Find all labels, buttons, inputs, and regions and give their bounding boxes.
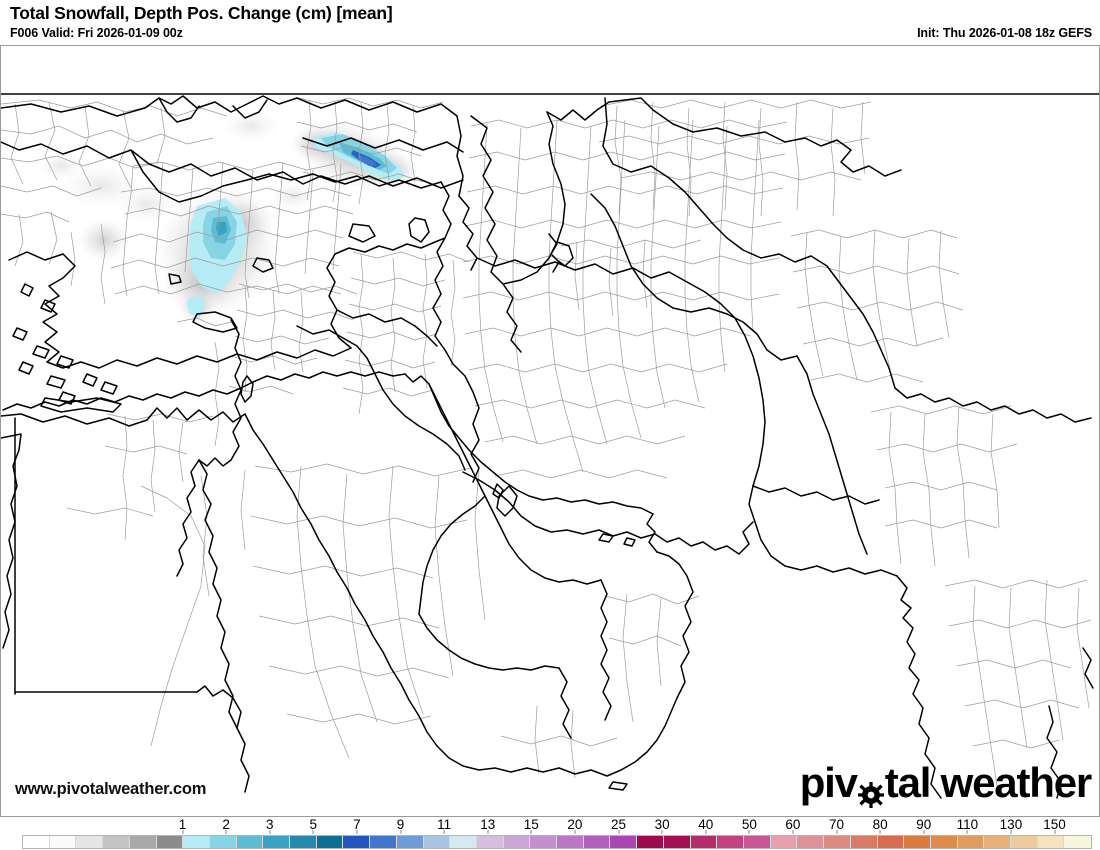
colorbar-tick-label: 130 xyxy=(999,817,1023,832)
colorbar-swatch[interactable] xyxy=(904,836,931,848)
colorbar-tick-label: 1 xyxy=(178,817,187,832)
colorbar-tick-label: 20 xyxy=(567,817,583,832)
colorbar-tick-mark xyxy=(1010,830,1012,834)
colorbar-tick-label: 13 xyxy=(480,817,496,832)
colorbar-tick-mark xyxy=(225,830,227,834)
colorbar-tick-mark xyxy=(618,830,620,834)
colorbar-swatch[interactable] xyxy=(183,836,210,848)
colorbar-tick-label: 2 xyxy=(222,817,230,832)
colorbar-tick-label: 9 xyxy=(396,817,405,832)
colorbar-tick-mark xyxy=(792,830,794,834)
colorbar-tick-label: 110 xyxy=(956,817,979,832)
snowfall-shaded-field xyxy=(39,110,421,324)
colorbar-swatch[interactable] xyxy=(290,836,317,848)
colorbar-swatch[interactable] xyxy=(1064,836,1092,848)
colorbar-swatch[interactable] xyxy=(476,836,504,848)
colorbar-tick-mark xyxy=(1054,830,1056,834)
colorbar-swatch[interactable] xyxy=(717,836,744,848)
colorbar-swatch[interactable] xyxy=(236,836,264,848)
colorbar-swatch[interactable] xyxy=(396,836,424,848)
colorbar-tick-mark xyxy=(530,830,532,834)
colorbar-swatch[interactable] xyxy=(129,836,157,848)
colorbar-tick-mark xyxy=(748,830,750,834)
colorbar-swatch[interactable] xyxy=(209,836,237,848)
colorbar-tick-label: 50 xyxy=(741,817,757,832)
colorbar-tick-mark xyxy=(443,830,445,834)
colorbar-swatch[interactable] xyxy=(557,836,584,848)
colorbar-swatch[interactable] xyxy=(637,836,664,848)
eastern-anatolia-snowfall xyxy=(157,189,277,324)
colorbar-tick-label: 90 xyxy=(916,817,932,832)
colorbar-swatch[interactable] xyxy=(450,836,477,848)
colorbar-swatches[interactable] xyxy=(22,835,1092,849)
colorbar-swatch[interactable] xyxy=(530,836,558,848)
colorbar-swatch[interactable] xyxy=(103,836,130,848)
colorbar-tick-mark xyxy=(574,830,576,834)
colorbar-tick-mark xyxy=(661,830,663,834)
colorbar-swatch[interactable] xyxy=(797,836,825,848)
colorbar-swatch[interactable] xyxy=(316,836,344,848)
colorbar-swatch[interactable] xyxy=(690,836,718,848)
admin-boundaries xyxy=(1,97,1092,787)
colorbar-swatch[interactable] xyxy=(423,836,451,848)
page-title: Total Snowfall, Depth Pos. Change (cm) [… xyxy=(10,3,393,23)
colorbar-tick-mark xyxy=(836,830,838,834)
colorbar-swatch[interactable] xyxy=(877,836,905,848)
init-time-label: Init: Thu 2026-01-08 18z GEFS xyxy=(917,26,1092,40)
colorbar-swatch[interactable] xyxy=(743,836,771,848)
colorbar-tick-label: 7 xyxy=(353,817,361,832)
map-canvas[interactable]: piv tal weat xyxy=(0,45,1100,817)
colorbar-tick-mark xyxy=(966,830,968,834)
colorbar-swatch[interactable] xyxy=(503,836,531,848)
colorbar-tick-label: 25 xyxy=(611,817,627,832)
colorbar-swatch[interactable] xyxy=(610,836,638,848)
colorbar-swatch[interactable] xyxy=(370,836,397,848)
colorbar-tick-mark xyxy=(269,830,271,834)
colorbar-tick-mark xyxy=(400,830,401,834)
colorbar-tick-mark xyxy=(182,830,183,834)
colorbar-tick-label: 40 xyxy=(698,817,714,832)
colorbar-tick-label: 3 xyxy=(265,817,274,832)
map-graphic xyxy=(1,46,1099,816)
colorbar-swatch[interactable] xyxy=(343,836,371,848)
colorbar-tick-labels: 1 2 3 5 7 9 11 13 15 20 25 30 40 50 60 70 80 90 110 130 150 xyxy=(0,817,1100,834)
colorbar-swatch[interactable] xyxy=(49,836,77,848)
colorbar-tick-label: 15 xyxy=(523,817,539,832)
colorbar-tick-label: 5 xyxy=(309,817,318,832)
colorbar-swatch[interactable] xyxy=(263,836,291,848)
colorbar-swatch[interactable] xyxy=(850,836,878,848)
colorbar-swatch[interactable] xyxy=(1037,836,1065,848)
colorbar-tick-mark xyxy=(356,830,358,834)
colorbar-swatch[interactable] xyxy=(824,836,851,848)
colorbar-swatch[interactable] xyxy=(984,836,1012,848)
colorbar-swatch[interactable] xyxy=(23,836,50,848)
colorbar-swatch[interactable] xyxy=(156,836,184,848)
colorbar-tick-mark xyxy=(487,830,489,834)
colorbar-tick-mark xyxy=(879,830,881,834)
colorbar-swatch[interactable] xyxy=(583,836,611,848)
site-url-watermark: www.pivotalweather.com xyxy=(15,780,207,798)
colorbar-swatch[interactable] xyxy=(770,836,798,848)
colorbar[interactable]: 1 2 3 5 7 9 11 13 15 20 25 30 40 50 60 70 80 90 110 130 150 xyxy=(0,817,1100,850)
country-borders xyxy=(1,93,1099,799)
colorbar-tick-mark xyxy=(705,830,707,834)
colorbar-swatch[interactable] xyxy=(957,836,985,848)
valid-time-label: F006 Valid: Fri 2026-01-09 00z xyxy=(10,26,183,40)
colorbar-tick-mark xyxy=(923,830,925,834)
colorbar-swatch[interactable] xyxy=(76,836,104,848)
colorbar-swatch[interactable] xyxy=(930,836,958,848)
map-header: Total Snowfall, Depth Pos. Change (cm) [… xyxy=(0,0,1100,45)
colorbar-swatch[interactable] xyxy=(663,836,691,848)
colorbar-tick-label: 80 xyxy=(872,817,888,832)
colorbar-tick-mark xyxy=(312,830,314,834)
colorbar-swatch[interactable] xyxy=(1011,836,1038,848)
colorbar-tick-label: 30 xyxy=(654,817,670,832)
colorbar-tick-label: 11 xyxy=(437,817,452,832)
colorbar-tick-label: 70 xyxy=(829,817,845,832)
colorbar-tick-label: 150 xyxy=(1043,817,1066,832)
colorbar-tick-label: 60 xyxy=(785,817,801,832)
